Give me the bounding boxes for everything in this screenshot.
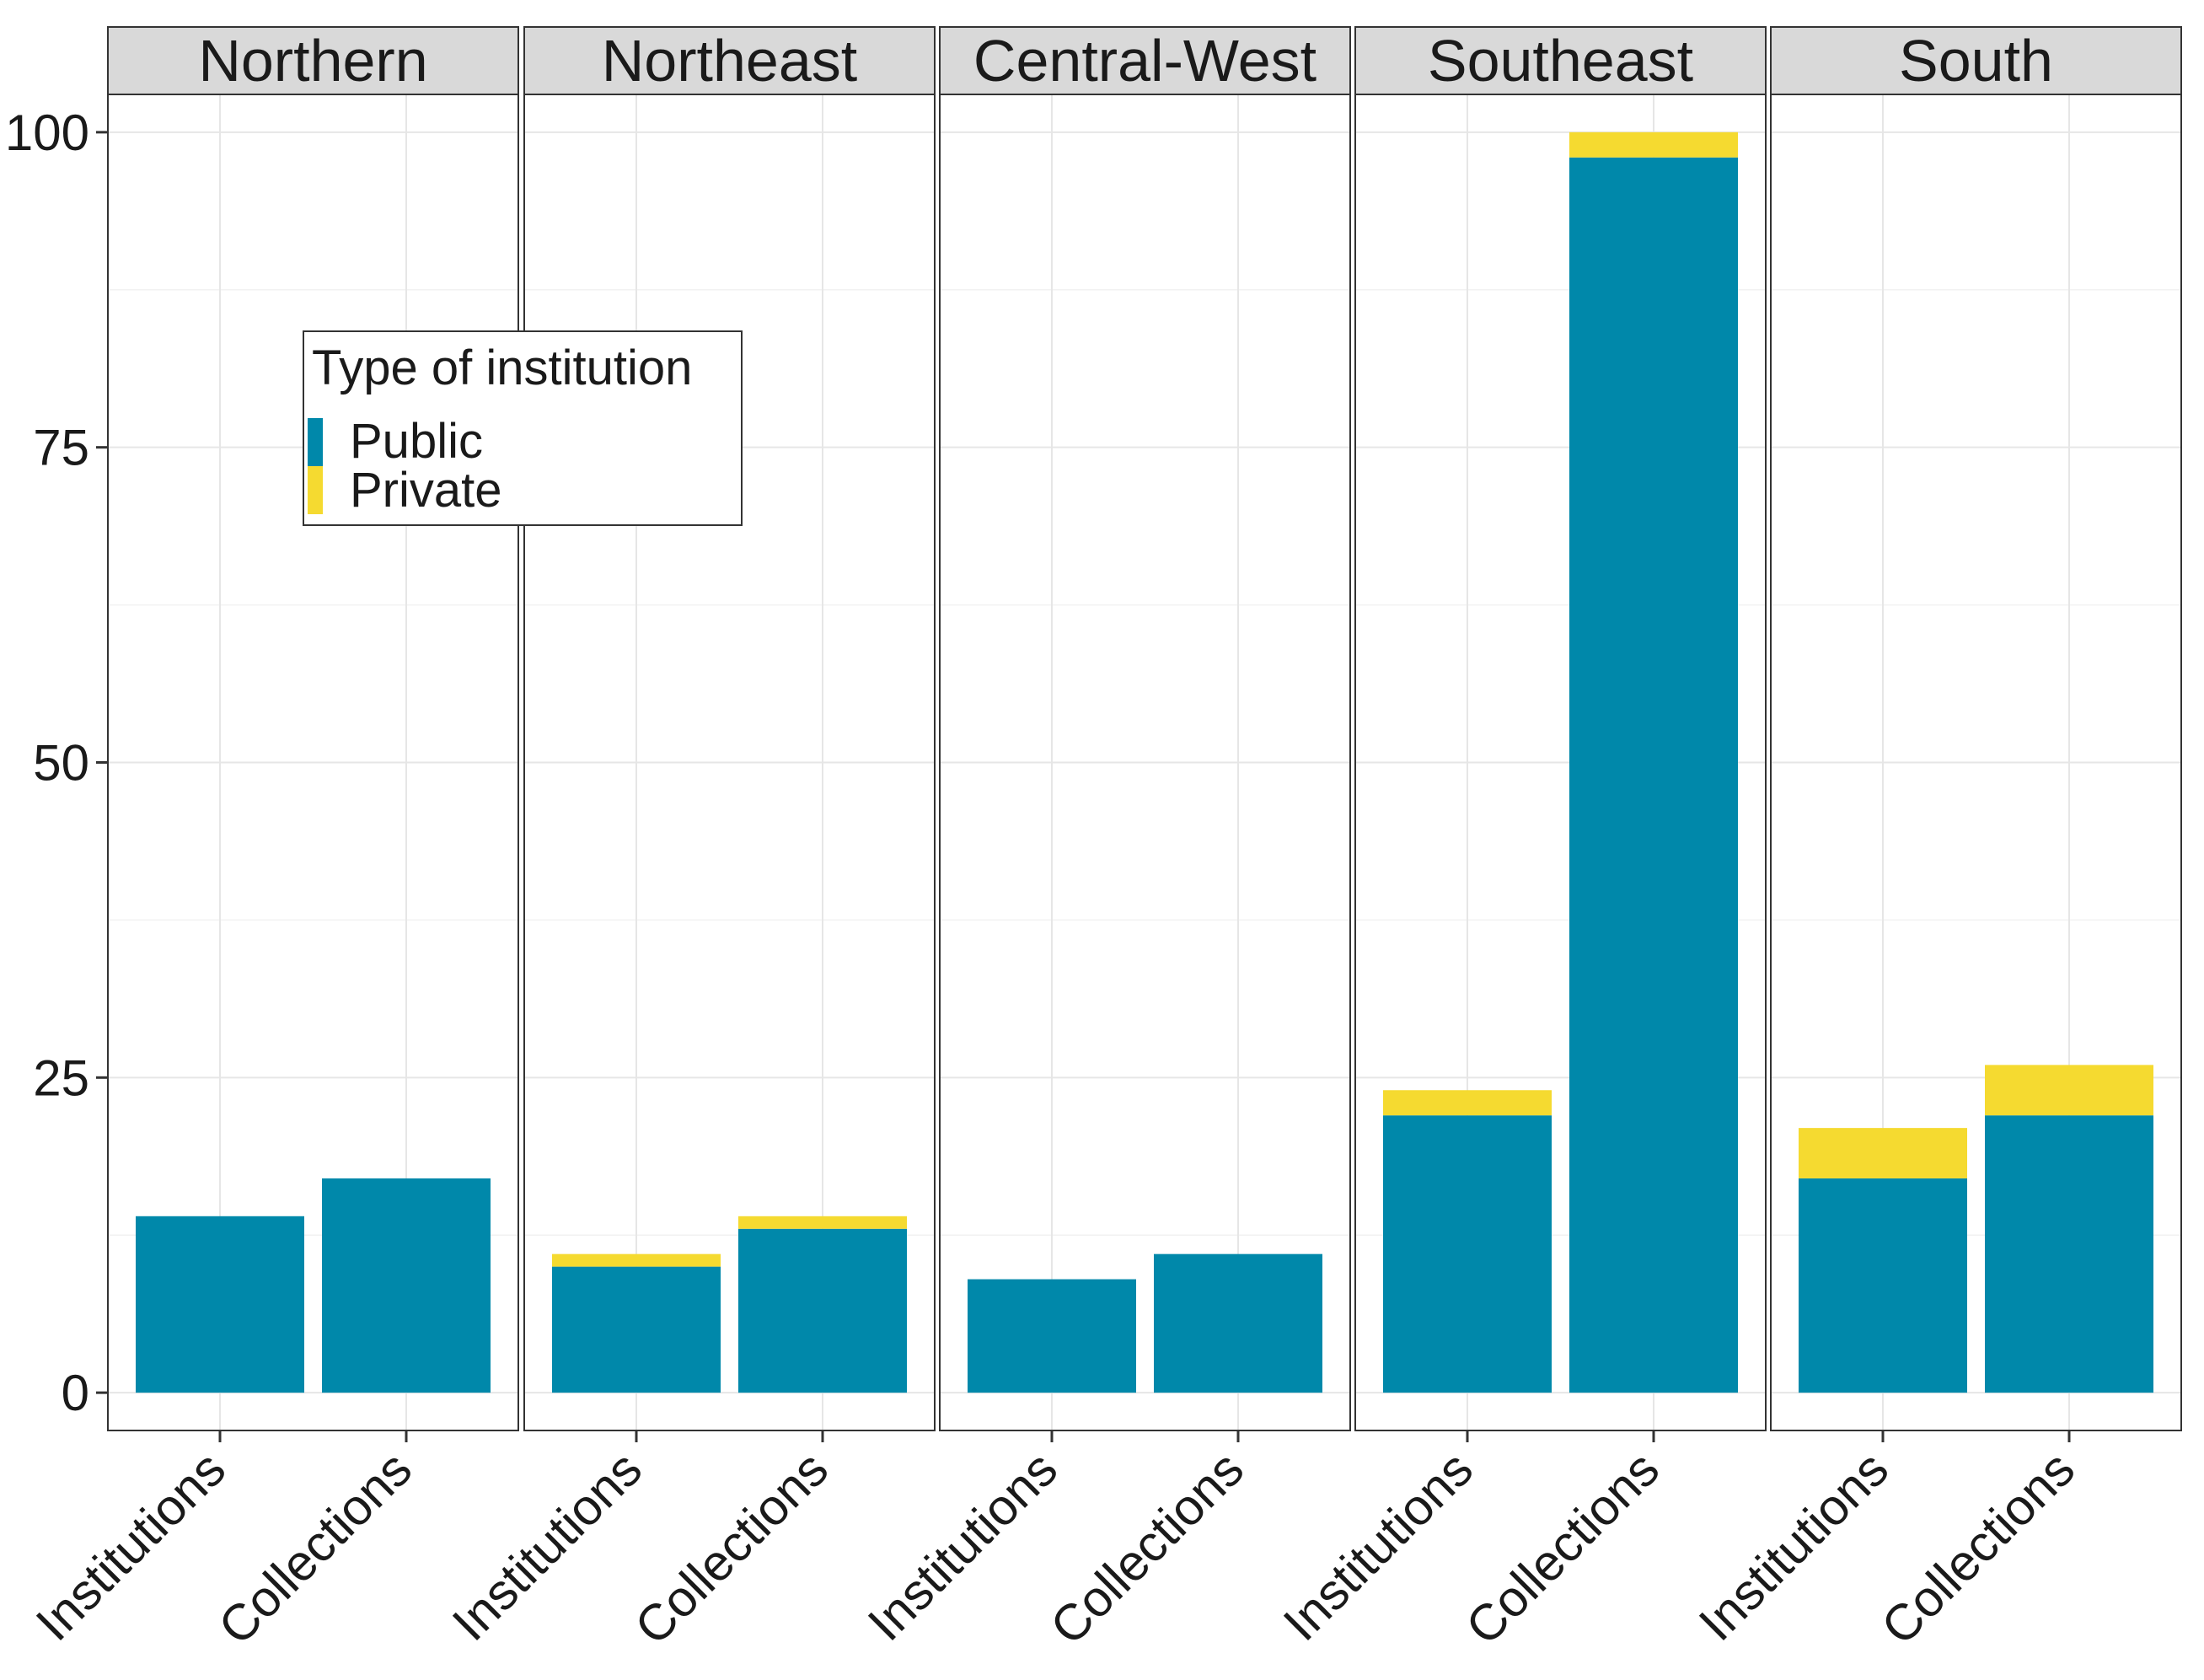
facet-title: Southeast [1428, 28, 1693, 94]
y-tick-label: 75 [33, 420, 89, 476]
facet-title: Northern [198, 28, 427, 94]
x-tick-label: Institutions [442, 1441, 652, 1651]
x-tick-label: Collections [624, 1441, 839, 1656]
legend-key-public [308, 418, 323, 466]
panel-border [939, 94, 1351, 1431]
bar-northeast-collections-private [738, 1216, 907, 1229]
bar-south-collections-private [1985, 1065, 2153, 1116]
bar-south-institutions-private [1799, 1128, 1967, 1178]
bar-northern-collections-public [322, 1178, 491, 1393]
x-tick-label: Collections [1870, 1441, 2085, 1656]
legend-label-private: Private [350, 463, 502, 518]
x-tick-label: Collections [1039, 1441, 1254, 1656]
y-axis: 0 25 50 75 100 [5, 105, 108, 1421]
y-tick-label: 0 [62, 1365, 89, 1421]
bar-south-institutions-public [1799, 1178, 1967, 1393]
legend-title: Type of institution [312, 341, 692, 395]
x-tick-label: Institutions [25, 1441, 236, 1651]
panel-border [523, 94, 936, 1431]
x-tick-label: Collections [1455, 1441, 1670, 1656]
bar-south-collections-public [1985, 1115, 2153, 1393]
facet-strip [107, 26, 519, 95]
legend-key-private [308, 466, 323, 514]
y-tick-label: 50 [33, 735, 89, 792]
bar-southeast-collections-private [1569, 132, 1738, 158]
bar-central-west-collections-public [1154, 1253, 1322, 1393]
x-tick-label: Collections [207, 1441, 422, 1656]
facet-strip [523, 26, 936, 95]
facet-title: South [1899, 28, 2053, 94]
bar-southeast-institutions-public [1383, 1115, 1552, 1393]
panel-border [107, 94, 519, 1431]
panel-border [1770, 94, 2182, 1431]
legend: Type of institution Public Private [303, 330, 743, 526]
x-tick-label: Institutions [857, 1441, 1068, 1651]
facet-panels: NorthernInstitutionsCollectionsNortheast… [25, 26, 2182, 1656]
bar-central-west-institutions-public [968, 1279, 1136, 1393]
bar-northeast-institutions-public [552, 1266, 721, 1393]
bar-northeast-collections-public [738, 1228, 907, 1393]
legend-box [303, 330, 743, 526]
bar-southeast-institutions-private [1383, 1090, 1552, 1116]
facet-title: Central-West [973, 28, 1317, 94]
bar-southeast-collections-public [1569, 157, 1738, 1393]
x-tick-label: Institutions [1688, 1441, 1899, 1651]
legend-label-public: Public [350, 414, 483, 469]
facet-strip [939, 26, 1351, 95]
y-tick-label: 25 [33, 1049, 89, 1106]
bar-northern-institutions-public [136, 1216, 304, 1393]
bar-northeast-institutions-private [552, 1253, 721, 1267]
facet-strip [1770, 26, 2182, 95]
y-tick-label: 100 [5, 105, 89, 161]
facet-title: Northeast [602, 28, 857, 94]
facet-strip [1354, 26, 1767, 95]
x-tick-label: Institutions [1273, 1441, 1483, 1651]
panel-border [1354, 94, 1767, 1431]
